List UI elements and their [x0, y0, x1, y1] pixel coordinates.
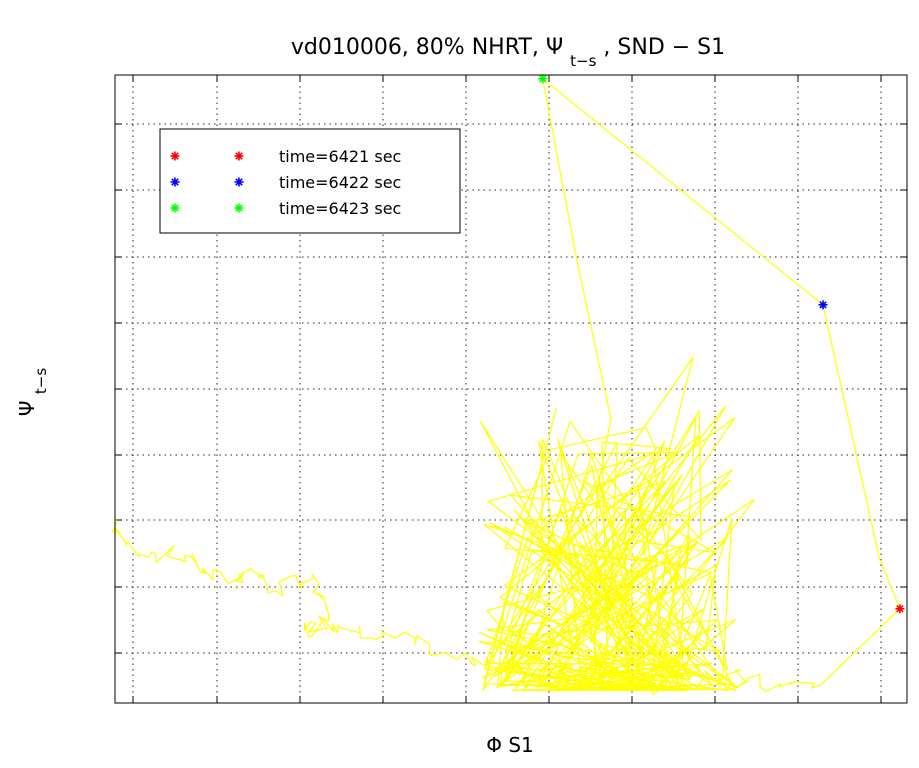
legend-marker-right — [234, 203, 244, 213]
legend-label: time=6421 sec — [279, 147, 401, 166]
chart-title: vd010006, 80% NHRT, Ψ t−s , SND − S1 — [291, 35, 725, 72]
legend: time=6421 sec time=6422 sec time=6423 sec — [159, 128, 461, 234]
plot-frame — [114, 74, 908, 704]
legend-marker-left — [170, 151, 180, 161]
axis-ticks — [115, 75, 907, 703]
time-markers — [538, 74, 905, 614]
x-axis-label: Φ S1 — [486, 733, 534, 757]
time-marker-6423 — [538, 74, 548, 84]
legend-box — [159, 128, 461, 234]
legend-marker-left — [170, 177, 180, 187]
y-axis-label-sub: t−s — [32, 368, 50, 394]
legend-marker-right — [234, 151, 244, 161]
trajectory-line — [111, 78, 901, 696]
y-axis-label-main: Ψ — [15, 400, 39, 416]
legend-entry: time=6422 sec — [170, 173, 401, 192]
legend-label: time=6422 sec — [279, 173, 401, 192]
title-suffix: , SND − S1 — [603, 35, 725, 60]
y-axis-label: Ψ t−s — [15, 368, 50, 417]
title-psi-subscript: t−s — [570, 52, 596, 70]
title-prefix: vd010006, 80% NHRT, — [291, 35, 539, 60]
legend-marker-left — [170, 203, 180, 213]
svg-text:Ψ t−s: Ψ t−s — [15, 368, 50, 417]
legend-label: time=6423 sec — [279, 199, 401, 218]
title-psi: Ψ — [546, 35, 563, 60]
legend-entry: time=6423 sec — [170, 199, 401, 218]
legend-marker-right — [234, 177, 244, 187]
legend-entry: time=6421 sec — [170, 147, 401, 166]
time-marker-6421 — [895, 604, 905, 614]
time-marker-6422 — [818, 300, 828, 310]
